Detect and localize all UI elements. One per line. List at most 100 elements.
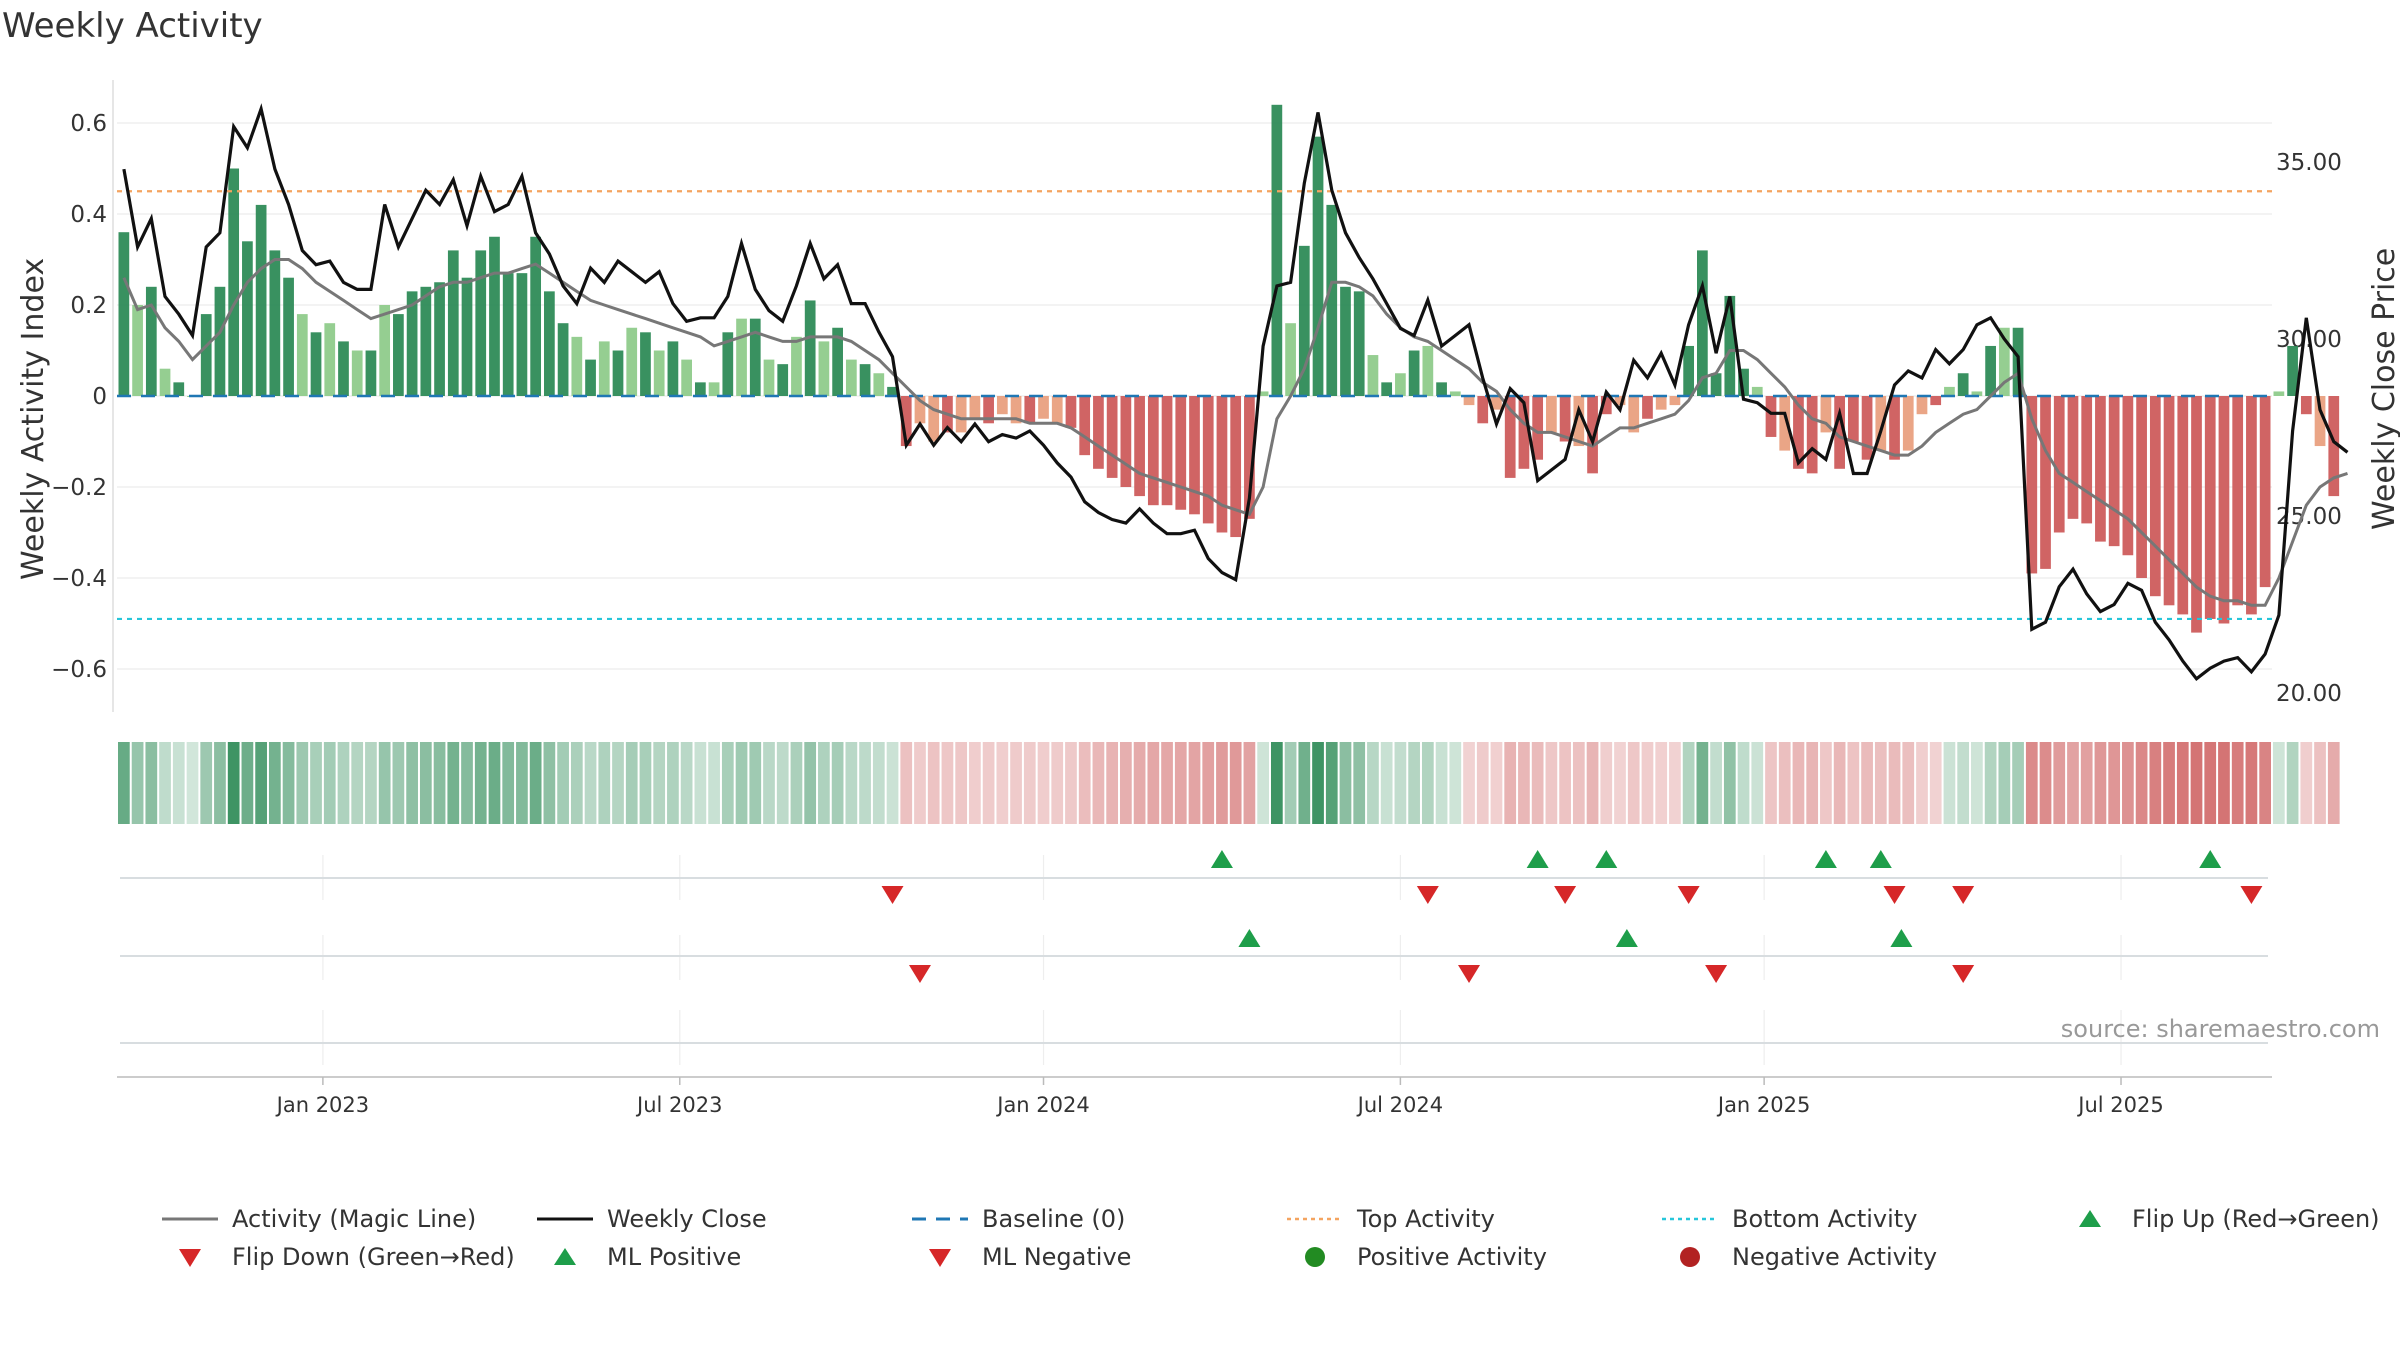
- heat-cell: [735, 742, 748, 824]
- y-tick-left: 0.6: [70, 111, 107, 137]
- x-tick-label: Jan 2025: [1716, 1093, 1811, 1117]
- heat-cell: [296, 742, 309, 824]
- heat-cell: [1641, 742, 1654, 824]
- heat-cell: [241, 742, 254, 824]
- heat-cell: [598, 742, 611, 824]
- activity-bar: [1573, 396, 1585, 447]
- activity-bar: [2259, 396, 2271, 588]
- heat-cell: [2273, 742, 2285, 824]
- weekly-close-line: [122, 103, 2349, 682]
- legend-item: Baseline (0): [910, 1205, 1125, 1233]
- activity-bar: [516, 273, 528, 396]
- flip-down-marker: [2240, 886, 2263, 904]
- heat-cell: [351, 742, 364, 824]
- activity-bar: [1230, 396, 1242, 538]
- heat-cell: [529, 742, 542, 824]
- heat-cell: [667, 742, 679, 824]
- heat-cell: [2039, 742, 2052, 824]
- activity-bar: [928, 396, 940, 442]
- activity-bar: [887, 386, 898, 396]
- activity-bar: [283, 277, 294, 396]
- activity-bar: [1751, 386, 1763, 396]
- activity-bar: [406, 291, 418, 396]
- ml-positive-marker: [1890, 929, 1913, 947]
- heat-cell: [969, 742, 981, 824]
- heat-cell: [694, 742, 707, 824]
- y-tick-left: −0.2: [51, 475, 107, 501]
- heat-cell: [1669, 742, 1681, 824]
- legend-symbol: [1680, 1247, 1700, 1267]
- activity-bar: [571, 336, 583, 396]
- y-tick-left: 0.2: [70, 293, 107, 319]
- legend-symbol: [162, 1217, 218, 1221]
- activity-bar: [200, 314, 212, 396]
- activity-bar: [242, 241, 253, 396]
- heat-cell: [118, 742, 130, 824]
- heat-cell: [1861, 742, 1873, 824]
- activity-bar: [2095, 396, 2106, 542]
- activity-bar: [873, 373, 885, 396]
- y-tick-left: 0: [92, 384, 107, 410]
- activity-bar: [1038, 396, 1049, 419]
- heat-cell: [1614, 742, 1626, 824]
- y-tick-left: −0.6: [51, 657, 107, 683]
- heat-cell: [1367, 742, 1379, 824]
- flip-down-marker: [1677, 886, 1700, 904]
- activity-bar: [1697, 250, 1708, 396]
- activity-bar: [310, 332, 322, 396]
- flip-down-marker: [1952, 886, 1975, 904]
- legend-item: Weekly Close: [535, 1205, 767, 1233]
- activity-bar: [777, 364, 789, 396]
- activity-bar: [1285, 323, 1296, 396]
- heat-cell: [1957, 742, 1970, 824]
- activity-bar: [2136, 396, 2147, 578]
- heat-cell: [227, 742, 240, 824]
- legend-label: Positive Activity: [1357, 1243, 1547, 1271]
- y-tick-right: 35.00: [2276, 150, 2342, 176]
- activity-bar: [612, 350, 624, 396]
- heat-cell: [474, 742, 487, 824]
- heat-cell: [516, 742, 528, 824]
- heat-cell: [1243, 742, 1256, 824]
- heat-cell: [461, 742, 473, 824]
- activity-bar: [1024, 396, 1036, 424]
- activity-bar: [2163, 396, 2175, 606]
- heat-cell: [1092, 742, 1105, 824]
- heat-cell: [1971, 742, 1983, 824]
- heat-cell: [941, 742, 954, 824]
- heat-cell: [1518, 742, 1530, 824]
- activity-bar: [132, 305, 143, 396]
- activity-bar: [598, 341, 610, 396]
- activity-bar: [2108, 396, 2120, 547]
- legend-item: Activity (Magic Line): [160, 1205, 476, 1233]
- heat-cell: [1490, 742, 1503, 824]
- activity-bar: [1998, 327, 2010, 396]
- flip-up-marker: [1869, 850, 1892, 868]
- activity-bar: [1312, 136, 1324, 396]
- activity-bar: [1600, 396, 1612, 415]
- heat-cell: [1312, 742, 1324, 824]
- legend-label: Flip Down (Green→Red): [232, 1243, 515, 1271]
- heat-cell: [2080, 742, 2093, 824]
- heat-cell: [982, 742, 995, 824]
- heat-cell: [1682, 742, 1695, 824]
- activity-bar: [2149, 396, 2161, 597]
- legend-symbol: [554, 1248, 576, 1265]
- activity-bar: [2122, 396, 2134, 556]
- activity-bar: [214, 286, 226, 396]
- heat-cell: [818, 742, 830, 824]
- activity-bar: [1477, 396, 1489, 424]
- flip-up-marker: [1814, 850, 1837, 868]
- legend-symbol: [537, 1217, 593, 1221]
- heat-cell: [1984, 742, 1997, 824]
- heat-cell: [1339, 742, 1352, 824]
- heat-cell: [2218, 742, 2230, 824]
- heat-cell: [268, 742, 281, 824]
- heat-cell: [1257, 742, 1269, 824]
- heat-cell: [1559, 742, 1571, 824]
- activity-bar: [1353, 291, 1365, 396]
- heat-cell: [1833, 742, 1846, 824]
- activity-bar: [1134, 396, 1145, 497]
- activity-bar: [159, 368, 171, 396]
- heat-cell: [886, 742, 899, 824]
